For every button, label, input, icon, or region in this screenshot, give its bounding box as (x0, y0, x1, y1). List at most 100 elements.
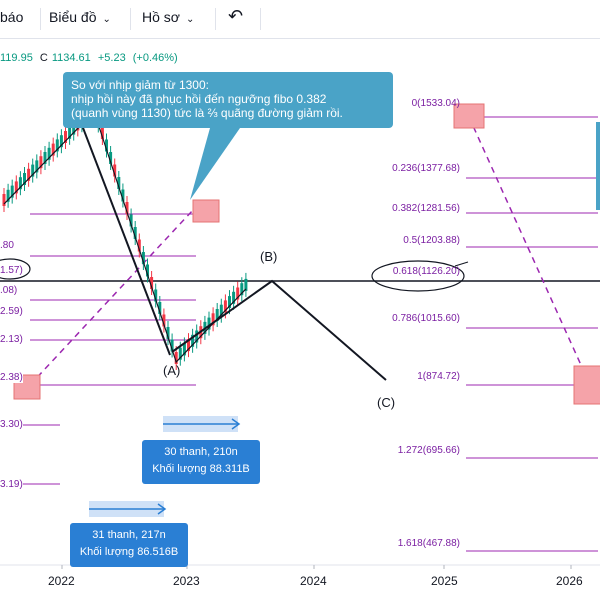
candle-body (43, 152, 47, 164)
callout-pointer (190, 128, 240, 200)
candle-body (240, 283, 244, 296)
alert-menu-label: báo (0, 9, 24, 25)
candle-body (158, 302, 162, 314)
candle-body (121, 189, 125, 202)
wave-line-abc (171, 279, 387, 381)
candle-body (137, 239, 141, 252)
candle-body (129, 214, 133, 227)
fib-trend-line (468, 116, 591, 386)
fib-label-1618: 1.618(467.88) (397, 538, 460, 549)
candle-body (178, 347, 182, 360)
fib-label-0236: 0.236(1377.68) (392, 163, 460, 174)
candle-body (55, 139, 59, 152)
candle-body (100, 127, 104, 139)
x-axis-label: 2025 (431, 574, 458, 588)
candle-body (228, 296, 231, 309)
range-volume-text: Khối lượng 86.516B (79, 546, 179, 558)
undo-icon[interactable]: ↶ (228, 6, 244, 26)
toolbar-divider (260, 8, 261, 30)
date-range-info[interactable]: 30 thanh, 210n Khối lượng 88.311B (142, 440, 260, 484)
candle-body (244, 278, 248, 291)
moving-average-line (3, 110, 247, 364)
candle-body (72, 122, 76, 135)
candle-body (105, 139, 108, 152)
candle-body (113, 164, 117, 177)
x-axis-label: 2023 (173, 574, 200, 588)
annotation-callout[interactable]: So với nhịp giảm từ 1300: nhịp hồi này đ… (63, 72, 393, 128)
profile-menu[interactable]: Hồ sơ ⌄ (142, 9, 194, 25)
fib-label-1272: 1.272(695.66) (397, 445, 460, 456)
candle-body (31, 164, 35, 177)
left-fib-label: 2.59) (0, 306, 23, 317)
candle-body (14, 181, 18, 194)
fib-anchor-marker (192, 199, 220, 223)
candle-body (223, 300, 227, 313)
chevron-down-icon: ⌄ (102, 14, 111, 25)
callout-fragment (596, 122, 600, 210)
candle-body (219, 304, 223, 317)
candle-body (6, 189, 10, 202)
chart-menu[interactable]: Biểu đồ ⌄ (49, 9, 111, 25)
candle-body (35, 160, 39, 173)
chart-menu-label: Biểu đồ (49, 9, 97, 25)
candle-body (187, 339, 190, 352)
candle-body (109, 152, 113, 164)
candle-body (117, 177, 121, 189)
x-axis-label: 2026 (556, 574, 583, 588)
arrow-head-icon (157, 503, 167, 515)
candle-body (166, 327, 170, 339)
left-fib-label: 2.13) (0, 334, 23, 345)
fib-anchor-marker (453, 103, 485, 129)
candle-body (133, 227, 137, 239)
toolbar-divider (215, 8, 216, 30)
profile-menu-label: Hồ sơ (142, 9, 180, 25)
candle-body (154, 289, 158, 302)
wave-label-a: (A) (163, 363, 181, 378)
candle-body (146, 264, 149, 277)
candle-body (236, 287, 240, 300)
fib-label-0618: 0.618(1126.20) (392, 266, 460, 277)
left-fib-label: 3.19) (0, 479, 23, 490)
candle-body (68, 126, 72, 139)
candle-body (23, 173, 26, 185)
candle-body (174, 352, 178, 364)
left-fib-label: 2.38) (0, 372, 23, 383)
candle-body (150, 277, 154, 289)
fib-label-0786: 0.786(1015.60) (392, 313, 460, 324)
candle-body (211, 313, 215, 326)
highlight-ellipse (371, 260, 465, 292)
candle-body (182, 343, 186, 356)
highlight-ellipse (0, 258, 31, 280)
candle-body (195, 330, 199, 343)
candle-body (27, 168, 31, 181)
change-percent: (+0.46%) (132, 52, 178, 64)
candle-body (18, 177, 22, 190)
close-value: 1134.61 (51, 52, 91, 64)
close-label: C (39, 52, 48, 64)
fib-label-0382: 0.382(1281.56) (392, 203, 460, 214)
candle-body (59, 135, 63, 148)
candle-body (191, 334, 195, 347)
candle-body (39, 156, 43, 169)
candle-body (10, 185, 14, 198)
candle-body (207, 317, 211, 330)
change-value: +5.23 (97, 52, 126, 64)
fib-label-1: 1(874.72) (417, 371, 460, 382)
high-value: 119.95 (0, 52, 33, 64)
alert-menu[interactable]: báo (0, 9, 23, 25)
range-bars-text: 31 thanh, 217n (92, 529, 166, 541)
fib-label-0: 0(1533.04) (411, 98, 460, 109)
x-axis-label: 2022 (48, 574, 75, 588)
wave-label-b: (B) (260, 249, 278, 264)
date-range-info[interactable]: 31 thanh, 217n Khối lượng 86.516B (70, 523, 188, 567)
toolbar-divider (130, 8, 131, 30)
annotation-line-1: So với nhịp giảm từ 1300: (71, 78, 209, 92)
fib-label-05: 0.5(1203.88) (403, 235, 460, 246)
chevron-down-icon: ⌄ (185, 14, 195, 25)
candle-body (125, 202, 129, 214)
left-fib-label: 3.30) (0, 419, 23, 430)
candle-body (215, 309, 219, 321)
x-axis-label: 2024 (300, 574, 327, 588)
arrow-head-icon (231, 418, 241, 430)
range-volume-text: Khối lượng 88.311B (152, 463, 250, 475)
